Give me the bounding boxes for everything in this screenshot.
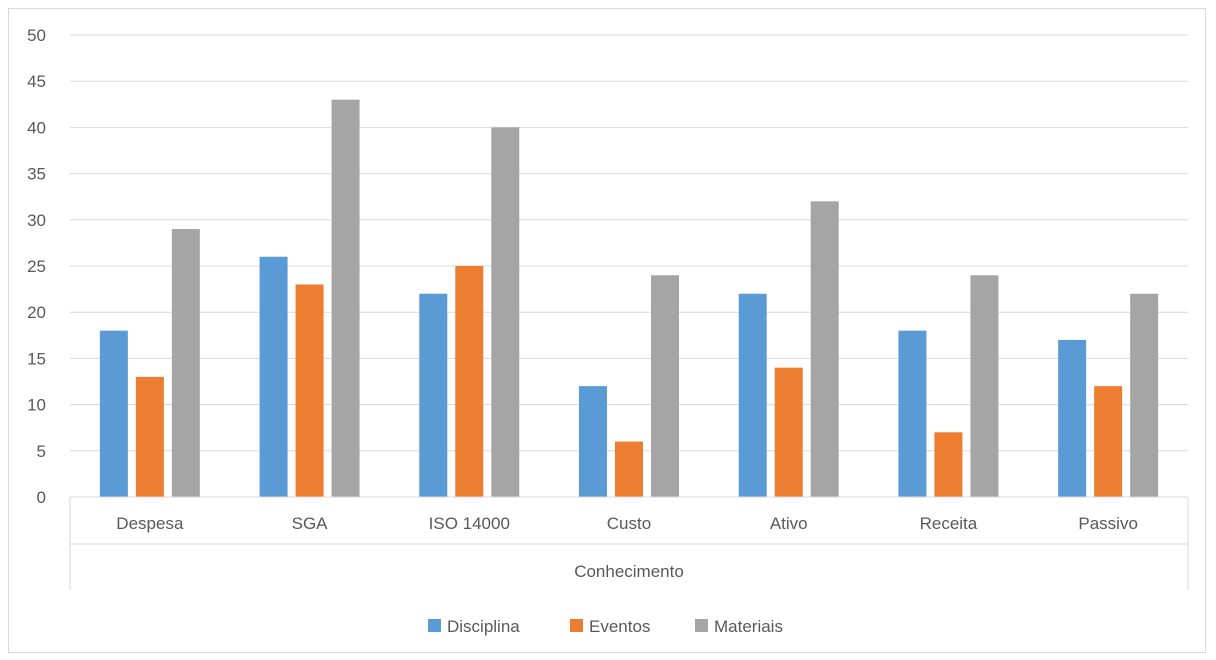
category-label: Custo bbox=[607, 514, 651, 533]
category-label: Passivo bbox=[1078, 514, 1138, 533]
bar-disciplina-0 bbox=[99, 330, 128, 497]
category-label: ISO 14000 bbox=[429, 514, 510, 533]
legend-swatch-eventos bbox=[570, 619, 583, 632]
bar-disciplina-6 bbox=[1058, 339, 1087, 497]
legend-swatch-materiais bbox=[695, 619, 708, 632]
category-label: SGA bbox=[292, 514, 329, 533]
x-axis-title: Conhecimento bbox=[574, 562, 684, 581]
y-tick-label: 20 bbox=[27, 303, 46, 322]
bar-materiais-4 bbox=[810, 201, 839, 497]
category-label: Despesa bbox=[116, 514, 184, 533]
legend-swatch-disciplina bbox=[428, 619, 441, 632]
category-label: Receita bbox=[920, 514, 978, 533]
bar-disciplina-1 bbox=[259, 256, 288, 497]
bar-disciplina-2 bbox=[419, 293, 448, 497]
legend: Disciplina Eventos Materiais bbox=[428, 617, 783, 636]
bar-eventos-0 bbox=[135, 376, 164, 497]
bar-eventos-6 bbox=[1094, 386, 1123, 497]
y-tick-label: 35 bbox=[27, 165, 46, 184]
bar-materiais-2 bbox=[491, 127, 520, 498]
legend-label-disciplina: Disciplina bbox=[447, 617, 520, 636]
bar-materiais-1 bbox=[331, 99, 360, 498]
bars bbox=[99, 99, 1159, 498]
y-tick-label: 5 bbox=[37, 442, 46, 461]
y-tick-label: 30 bbox=[27, 211, 46, 230]
chart-frame bbox=[8, 8, 1206, 653]
axes: 0 5 10 15 20 25 30 35 40 45 50 Despesa SGA ISO 14000 C… bbox=[27, 26, 1189, 590]
gridlines bbox=[70, 34, 1188, 452]
y-tick-label: 45 bbox=[27, 72, 46, 91]
legend-label-materiais: Materiais bbox=[714, 617, 783, 636]
bar-eventos-5 bbox=[934, 432, 963, 497]
y-tick-label: 25 bbox=[27, 257, 46, 276]
bar-eventos-1 bbox=[295, 284, 324, 497]
y-tick-label: 10 bbox=[27, 396, 46, 415]
bar-materiais-6 bbox=[1130, 293, 1159, 497]
y-tick-label: 50 bbox=[27, 26, 46, 45]
category-label: Ativo bbox=[770, 514, 808, 533]
bar-eventos-3 bbox=[615, 441, 643, 497]
bar-materiais-5 bbox=[970, 275, 999, 497]
bar-eventos-4 bbox=[774, 367, 803, 497]
y-tick-label: 15 bbox=[27, 349, 46, 368]
y-tick-label: 40 bbox=[27, 118, 46, 137]
bar-materiais-0 bbox=[171, 229, 200, 498]
bar-materiais-3 bbox=[651, 275, 679, 497]
bar-disciplina-5 bbox=[898, 330, 927, 497]
bar-disciplina-3 bbox=[579, 386, 607, 497]
bar-eventos-2 bbox=[455, 266, 484, 497]
bar-disciplina-4 bbox=[738, 293, 767, 497]
legend-label-eventos: Eventos bbox=[589, 617, 650, 636]
y-tick-label: 0 bbox=[37, 488, 46, 507]
